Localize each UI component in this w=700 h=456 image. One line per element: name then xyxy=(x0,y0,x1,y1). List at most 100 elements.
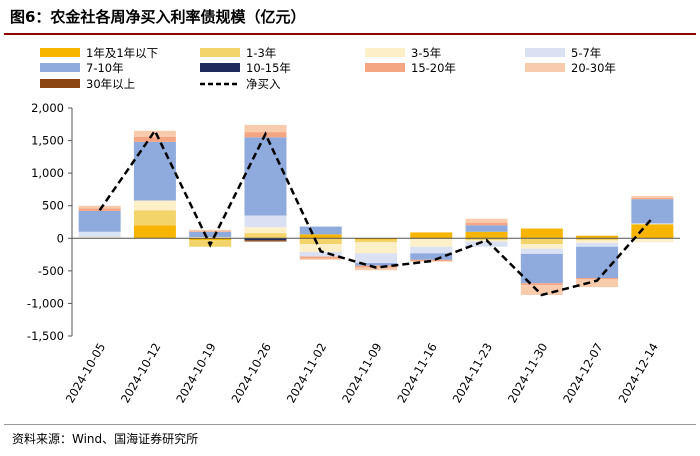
legend-swatch-7 xyxy=(365,63,405,72)
bar-segment-8-2024-11-30 xyxy=(520,285,563,295)
chart-title: 图6：农金社各周净买入利率债规模（亿元） xyxy=(10,8,306,26)
bar-segment-4-2024-10-05 xyxy=(78,231,121,237)
bar-segment-8-2024-10-05 xyxy=(78,205,121,209)
bar-segment-3-2024-10-05 xyxy=(78,236,121,239)
legend-label-1: 1年及1年以下 xyxy=(86,46,158,60)
bar-segment-5-2024-10-19 xyxy=(189,231,232,237)
bar-segment-8-2024-10-19 xyxy=(189,229,232,232)
bar-segment-1-2024-11-02 xyxy=(299,234,342,239)
x-tick-label: 2024-11-16 xyxy=(394,341,440,406)
bar-segment-5-2024-10-26 xyxy=(244,137,287,216)
bar-segment-3-2024-12-07 xyxy=(576,240,619,243)
source-note: 资料来源：Wind、国海证券研究所 xyxy=(12,432,199,446)
bar-segment-3-2024-11-16 xyxy=(410,238,453,247)
x-tick-label: 2024-10-12 xyxy=(118,341,164,406)
bar-segment-1-2024-11-09 xyxy=(355,238,397,240)
bar-segment-4-2024-10-26 xyxy=(244,215,287,228)
bar-segment-7-2024-11-30 xyxy=(520,283,563,286)
bar-segment-3-2024-10-26 xyxy=(244,227,287,234)
legend-label-9: 30年以上 xyxy=(86,77,135,91)
bar-segment-1-2024-11-23 xyxy=(465,231,508,239)
x-tick-label: 2024-11-02 xyxy=(284,341,330,406)
bar-segment-1-2024-12-14 xyxy=(631,224,674,239)
y-tick-label: 500 xyxy=(42,199,64,213)
bar-segment-7-2024-11-16 xyxy=(410,259,453,262)
bar-segment-7-2024-10-19 xyxy=(189,231,232,232)
bar-segment-5-2024-11-09 xyxy=(355,263,397,266)
bar-segment-5-2024-11-30 xyxy=(520,253,563,284)
legend-label-6: 10-15年 xyxy=(246,61,291,75)
x-tick-label: 2024-12-07 xyxy=(560,341,606,406)
bar-segment-2-2024-12-07 xyxy=(576,238,619,241)
x-tick-label: 2024-12-14 xyxy=(615,341,661,406)
legend-label-10: 净买入 xyxy=(246,77,281,91)
y-tick-label: -500 xyxy=(38,264,64,278)
legend-swatch-2 xyxy=(200,48,240,57)
bar-segment-1-2024-11-16 xyxy=(410,232,453,239)
bar-segment-5-2024-10-05 xyxy=(78,210,121,232)
bar-segment-8-2024-10-26 xyxy=(244,124,287,133)
stacked-bar-chart: 1年及1年以下 1-3年 3-5年 5-7年 7-10年 10-15年 15-20年 20-3… xyxy=(27,46,680,406)
bar-segment-8-2024-12-14 xyxy=(631,195,674,198)
bar-segment-7-2024-10-12 xyxy=(133,136,176,142)
legend-label-8: 20-30年 xyxy=(571,61,616,75)
bar-segment-5-2024-12-14 xyxy=(631,199,674,224)
legend-swatch-1 xyxy=(40,48,80,57)
x-tick-label: 2024-11-30 xyxy=(505,341,551,406)
legend-swatch-8 xyxy=(525,63,565,72)
y-tick-label: -1,500 xyxy=(27,329,64,343)
bar-segment-1-2024-10-19 xyxy=(189,238,232,241)
bar-segment-3-2024-11-09 xyxy=(355,242,397,254)
bar-segment-7-2024-11-02 xyxy=(299,256,342,259)
bar-segment-2-2024-10-26 xyxy=(244,233,287,239)
bar-segment-2-2024-11-02 xyxy=(299,238,342,245)
legend-label-4: 5-7年 xyxy=(571,46,601,60)
bar-segment-8-2024-11-09 xyxy=(355,267,397,271)
bar-segment-9-2024-10-26 xyxy=(244,240,287,242)
bar-segment-2-2024-12-14 xyxy=(631,223,674,225)
bar-segment-7-2024-12-14 xyxy=(631,197,674,200)
bar-segment-5-2024-11-16 xyxy=(410,253,453,260)
bar-segment-8-2024-11-02 xyxy=(299,258,342,260)
bar-segment-4-2024-11-23 xyxy=(465,241,508,247)
bar-segment-4-2024-11-30 xyxy=(520,248,563,254)
x-tick-label: 2024-10-05 xyxy=(63,341,109,406)
bar-segment-7-2024-11-23 xyxy=(465,222,508,226)
legend-label-2: 1-3年 xyxy=(246,46,276,60)
title-divider xyxy=(4,33,696,35)
bar-segment-2-2024-10-12 xyxy=(133,210,176,226)
y-tick-label: 2,000 xyxy=(31,101,64,115)
bar-segment-4-2024-11-16 xyxy=(410,246,453,254)
bar-segment-8-2024-12-07 xyxy=(576,279,619,288)
bar-segment-3-2024-12-14 xyxy=(631,238,674,243)
bar-segment-4-2024-12-07 xyxy=(576,242,619,247)
bar-segment-5-2024-11-23 xyxy=(465,225,508,232)
y-tick-label: 1,000 xyxy=(31,166,64,180)
bar-segment-1-2024-10-12 xyxy=(133,225,176,239)
bar-segment-5-2024-12-07 xyxy=(576,246,619,279)
bar-segment-3-2024-10-19 xyxy=(189,236,232,239)
x-tick-label: 2024-10-19 xyxy=(173,341,219,406)
x-tick-label: 2024-11-23 xyxy=(450,340,496,405)
legend-swatch-9 xyxy=(40,79,80,88)
bar-segment-4-2024-11-09 xyxy=(355,253,397,264)
bar-segment-2-2024-11-30 xyxy=(520,238,563,245)
bar-segment-1-2024-12-07 xyxy=(576,235,619,239)
net-buy-line xyxy=(98,128,654,297)
bar-segment-1-2024-11-30 xyxy=(520,228,563,239)
legend-swatch-6 xyxy=(200,63,240,72)
y-tick-label: -1,000 xyxy=(27,296,64,310)
legend-label-5: 7-10年 xyxy=(86,61,124,75)
bar-segment-3-2024-11-02 xyxy=(299,244,342,252)
bar-segment-3-2024-10-12 xyxy=(133,200,176,211)
y-tick-label: 1,500 xyxy=(31,134,64,148)
x-tick-label: 2024-11-09 xyxy=(339,341,385,406)
bar-segment-5-2024-11-02 xyxy=(299,226,342,235)
legend-label-3: 3-5年 xyxy=(411,46,441,60)
bar-segment-4-2024-11-02 xyxy=(299,251,342,257)
bar-segment-8-2024-10-12 xyxy=(133,130,176,137)
legend-label-7: 15-20年 xyxy=(411,61,456,75)
source-divider xyxy=(4,424,696,425)
bar-segment-4-2024-12-14 xyxy=(631,223,674,224)
bar-segment-3-2024-11-30 xyxy=(520,244,563,249)
